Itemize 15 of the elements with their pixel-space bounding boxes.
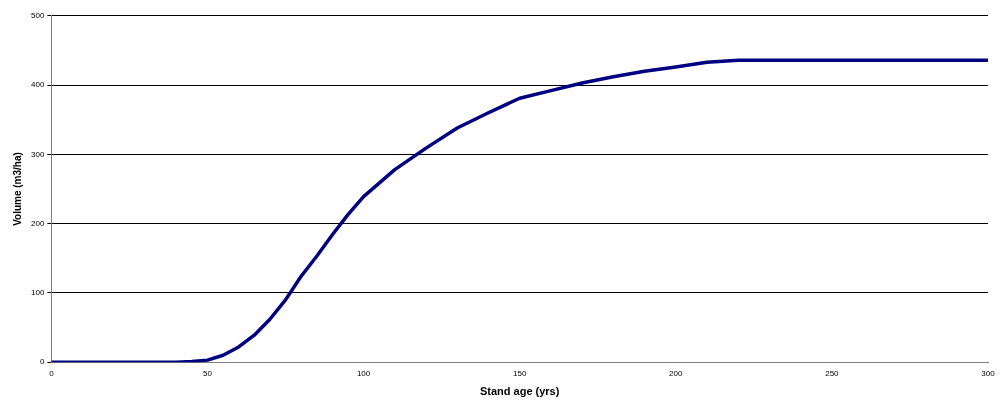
x-tick-label: 250 — [825, 369, 840, 379]
y-tick-label: 0 — [39, 357, 45, 367]
y-tick-label: 400 — [30, 80, 45, 90]
y-tick-label: 200 — [30, 218, 45, 228]
x-tick-label: 50 — [203, 369, 213, 379]
y-tick-label: 500 — [30, 11, 45, 20]
x-axis-title: Stand age (yrs) — [479, 385, 560, 398]
x-tick-label: 0 — [49, 369, 55, 379]
x-tick-label: 200 — [669, 369, 683, 379]
x-tick-label: 100 — [356, 369, 371, 379]
y-tick-label: 100 — [30, 288, 45, 298]
x-tick-label: 300 — [981, 369, 996, 379]
y-tick-label: 300 — [30, 149, 45, 159]
y-axis-title: Volume (m3/ha) — [11, 152, 23, 226]
x-tick-label: 150 — [512, 369, 527, 379]
